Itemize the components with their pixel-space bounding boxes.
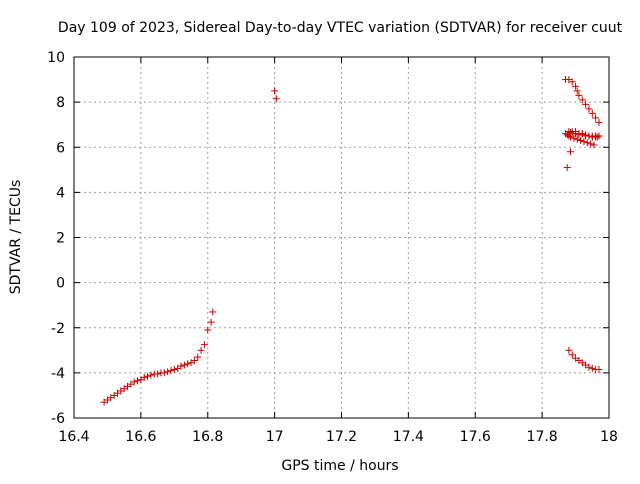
data-point xyxy=(588,133,596,141)
data-point xyxy=(567,129,575,137)
data-point xyxy=(167,367,175,375)
chart-title: Day 109 of 2023, Sidereal Day-to-day VTE… xyxy=(58,20,623,36)
data-point xyxy=(180,361,188,369)
x-tick-label: 16.8 xyxy=(192,429,223,445)
data-point xyxy=(194,353,202,361)
data-point xyxy=(197,346,205,354)
data-point xyxy=(578,96,586,104)
y-tick-labels: -6 -4 -2 0 2 4 6 8 10 xyxy=(47,50,65,427)
data-point xyxy=(567,148,575,156)
x-tick-label: 17.4 xyxy=(393,429,424,445)
data-point xyxy=(585,363,593,371)
data-point xyxy=(184,360,192,368)
data-point xyxy=(204,326,212,334)
data-point xyxy=(209,308,217,316)
data-point xyxy=(272,95,280,103)
x-tick-label: 16.6 xyxy=(125,429,156,445)
data-point xyxy=(568,78,576,86)
data-point xyxy=(583,139,591,147)
y-tick-label: -4 xyxy=(51,366,65,382)
data-point xyxy=(595,365,603,373)
data-point xyxy=(588,109,596,117)
y-tick-label: -2 xyxy=(51,321,65,337)
y-tick-label: 8 xyxy=(56,95,65,111)
data-point xyxy=(587,140,595,148)
data-point xyxy=(585,105,593,113)
data-point xyxy=(575,91,583,99)
data-point xyxy=(130,378,138,386)
x-tick-label: 17.8 xyxy=(527,429,558,445)
data-point xyxy=(572,130,580,138)
y-tick-label: 4 xyxy=(56,185,65,201)
y-tick-label: 10 xyxy=(47,50,65,66)
data-point xyxy=(590,141,598,149)
data-point xyxy=(200,341,208,349)
data-point xyxy=(177,362,185,370)
data-point xyxy=(592,114,600,122)
data-point xyxy=(588,364,596,372)
data-point xyxy=(563,164,571,172)
data-point xyxy=(585,132,593,140)
data-point xyxy=(595,132,603,140)
y-tick-label: 0 xyxy=(56,276,65,292)
data-point xyxy=(570,134,578,142)
x-tick-label: 16.4 xyxy=(58,429,89,445)
y-tick-label: 2 xyxy=(56,231,65,247)
data-point xyxy=(577,136,585,144)
y-tick-label: -6 xyxy=(51,411,65,427)
data-point xyxy=(565,346,573,354)
data-point xyxy=(147,371,155,379)
x-tick-label: 18 xyxy=(600,429,618,445)
data-point xyxy=(144,372,152,380)
y-axis-label: SDTVAR / TECUs xyxy=(8,180,24,295)
data-point xyxy=(582,100,590,108)
grid-lines xyxy=(74,57,609,418)
data-point xyxy=(271,87,279,95)
data-points xyxy=(100,76,603,406)
data-point xyxy=(154,370,162,378)
data-point xyxy=(572,82,580,90)
data-point xyxy=(134,377,142,385)
x-tick-label: 17.2 xyxy=(326,429,357,445)
data-point xyxy=(164,368,172,376)
data-point xyxy=(575,131,583,139)
data-point xyxy=(160,369,168,377)
data-point xyxy=(573,87,581,95)
x-tick-label: 17.6 xyxy=(460,429,491,445)
data-point xyxy=(207,318,215,326)
data-point xyxy=(580,138,588,146)
x-tick-labels: 16.4 16.6 16.8 17 17.2 17.4 17.6 17.8 18 xyxy=(58,429,618,445)
data-point xyxy=(170,365,178,373)
data-point xyxy=(140,373,148,381)
y-tick-label: 6 xyxy=(56,140,65,156)
data-point xyxy=(568,351,576,359)
data-point xyxy=(573,135,581,143)
axis-ticks xyxy=(73,56,610,419)
x-tick-label: 17 xyxy=(266,429,284,445)
x-axis-label: GPS time / hours xyxy=(281,458,398,474)
data-point xyxy=(595,118,603,126)
data-point xyxy=(190,356,198,364)
